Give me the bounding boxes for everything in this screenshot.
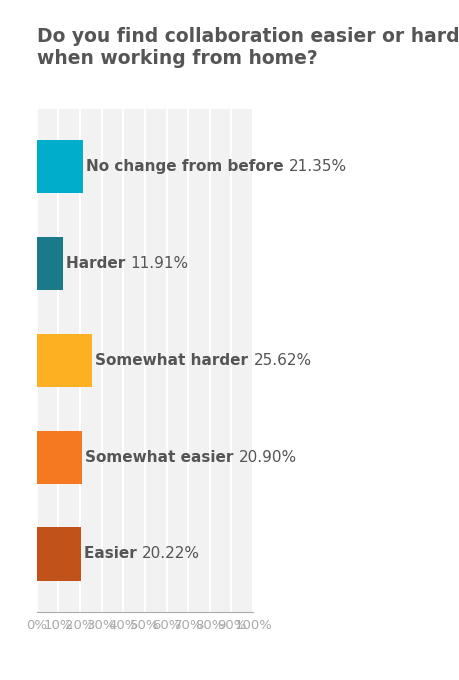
Text: 21.35%: 21.35% (288, 159, 347, 174)
Bar (37, 334, 92, 387)
Bar (37, 430, 82, 483)
Text: Harder: Harder (66, 256, 130, 271)
Bar (37, 140, 83, 194)
Text: Do you find collaboration easier or harder
when working from home?: Do you find collaboration easier or hard… (37, 27, 459, 68)
Bar (37, 237, 62, 290)
Text: No change from before: No change from before (86, 159, 288, 174)
Text: 25.62%: 25.62% (253, 353, 311, 368)
Text: 20.90%: 20.90% (238, 449, 297, 464)
Text: Somewhat harder: Somewhat harder (95, 353, 253, 368)
Bar (37, 527, 80, 581)
Text: Easier: Easier (84, 547, 141, 562)
Text: 11.91%: 11.91% (130, 256, 188, 271)
Text: Somewhat easier: Somewhat easier (85, 449, 238, 464)
Text: 20.22%: 20.22% (141, 547, 199, 562)
